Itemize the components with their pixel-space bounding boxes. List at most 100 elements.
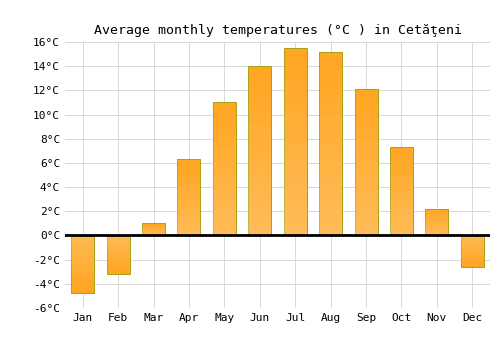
Bar	[106, 259, 130, 261]
Bar	[178, 182, 201, 186]
Bar	[319, 217, 342, 226]
Bar	[213, 116, 236, 122]
Bar	[213, 169, 236, 176]
Bar	[106, 265, 130, 266]
Bar	[248, 92, 272, 100]
Bar	[106, 241, 130, 243]
Bar	[248, 193, 272, 202]
Bar	[354, 140, 378, 148]
Bar	[319, 153, 342, 162]
Bar	[390, 231, 413, 236]
Bar	[178, 228, 201, 232]
Bar	[354, 199, 378, 206]
Bar	[142, 232, 165, 233]
Bar	[71, 259, 94, 261]
Bar	[248, 185, 272, 193]
Bar	[390, 174, 413, 178]
Bar	[354, 221, 378, 228]
Bar	[426, 222, 448, 224]
Bar	[71, 250, 94, 253]
Bar	[354, 148, 378, 155]
Bar	[354, 162, 378, 170]
Bar	[248, 142, 272, 151]
Bar	[71, 288, 94, 290]
Bar	[319, 171, 342, 180]
Bar	[213, 222, 236, 229]
Bar	[354, 133, 378, 140]
Bar	[248, 75, 272, 83]
Bar	[178, 220, 201, 224]
Bar	[106, 239, 130, 241]
Bar	[248, 210, 272, 218]
Bar	[213, 142, 236, 149]
Bar	[106, 255, 130, 257]
Bar	[354, 177, 378, 184]
Bar	[461, 258, 484, 259]
Bar	[284, 207, 306, 217]
Bar	[390, 204, 413, 209]
Bar	[426, 234, 448, 236]
Bar	[248, 218, 272, 227]
Bar	[71, 290, 94, 294]
Bar	[142, 228, 165, 229]
Bar	[178, 163, 201, 167]
Bar	[426, 211, 448, 213]
Bar	[71, 282, 94, 285]
Bar	[390, 222, 413, 227]
Bar	[319, 79, 342, 89]
Bar	[461, 259, 484, 261]
Bar	[213, 209, 236, 216]
Bar	[248, 159, 272, 168]
Bar	[390, 152, 413, 156]
Bar	[213, 103, 236, 109]
Bar	[71, 270, 94, 273]
Bar	[390, 160, 413, 165]
Bar	[390, 147, 413, 152]
Title: Average monthly temperatures (°C ) in Cetăţeni: Average monthly temperatures (°C ) in Ce…	[94, 24, 462, 37]
Bar	[178, 197, 201, 201]
Bar	[461, 243, 484, 245]
Bar	[319, 144, 342, 153]
Bar	[354, 191, 378, 199]
Bar	[106, 268, 130, 270]
Bar	[213, 122, 236, 129]
Bar	[213, 129, 236, 136]
Bar	[106, 236, 130, 237]
Bar	[248, 66, 272, 75]
Bar	[461, 261, 484, 262]
Bar	[426, 233, 448, 234]
Bar	[390, 156, 413, 160]
Bar	[461, 256, 484, 258]
Bar	[248, 117, 272, 125]
Bar	[106, 257, 130, 259]
Bar	[390, 191, 413, 196]
Bar	[178, 194, 201, 197]
Bar	[390, 218, 413, 222]
Bar	[71, 236, 94, 294]
Bar	[178, 232, 201, 236]
Bar	[213, 136, 236, 142]
Bar	[354, 155, 378, 162]
Bar	[213, 189, 236, 196]
Bar	[178, 159, 201, 236]
Bar	[426, 216, 448, 217]
Bar	[390, 196, 413, 200]
Bar	[284, 104, 306, 114]
Bar	[354, 228, 378, 236]
Bar	[390, 209, 413, 214]
Bar	[178, 212, 201, 216]
Bar	[248, 83, 272, 92]
Bar	[142, 223, 165, 236]
Bar	[178, 178, 201, 182]
Bar	[284, 67, 306, 76]
Bar	[319, 189, 342, 199]
Bar	[106, 236, 130, 274]
Bar	[71, 285, 94, 288]
Bar	[106, 262, 130, 265]
Bar	[426, 221, 448, 222]
Bar	[213, 156, 236, 162]
Bar	[390, 165, 413, 169]
Bar	[248, 108, 272, 117]
Bar	[461, 251, 484, 253]
Bar	[178, 209, 201, 212]
